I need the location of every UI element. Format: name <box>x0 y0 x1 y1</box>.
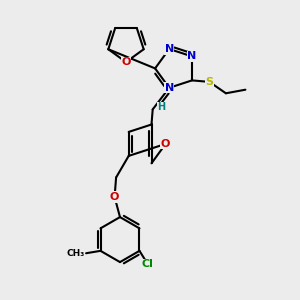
Text: O: O <box>121 57 131 67</box>
Text: H: H <box>157 102 165 112</box>
Text: N: N <box>165 83 174 93</box>
Text: N: N <box>165 44 174 54</box>
Text: S: S <box>206 77 213 87</box>
Text: O: O <box>110 192 119 202</box>
Text: O: O <box>161 139 170 149</box>
Text: Cl: Cl <box>142 259 154 269</box>
Text: CH₃: CH₃ <box>66 249 85 258</box>
Text: N: N <box>188 51 196 62</box>
